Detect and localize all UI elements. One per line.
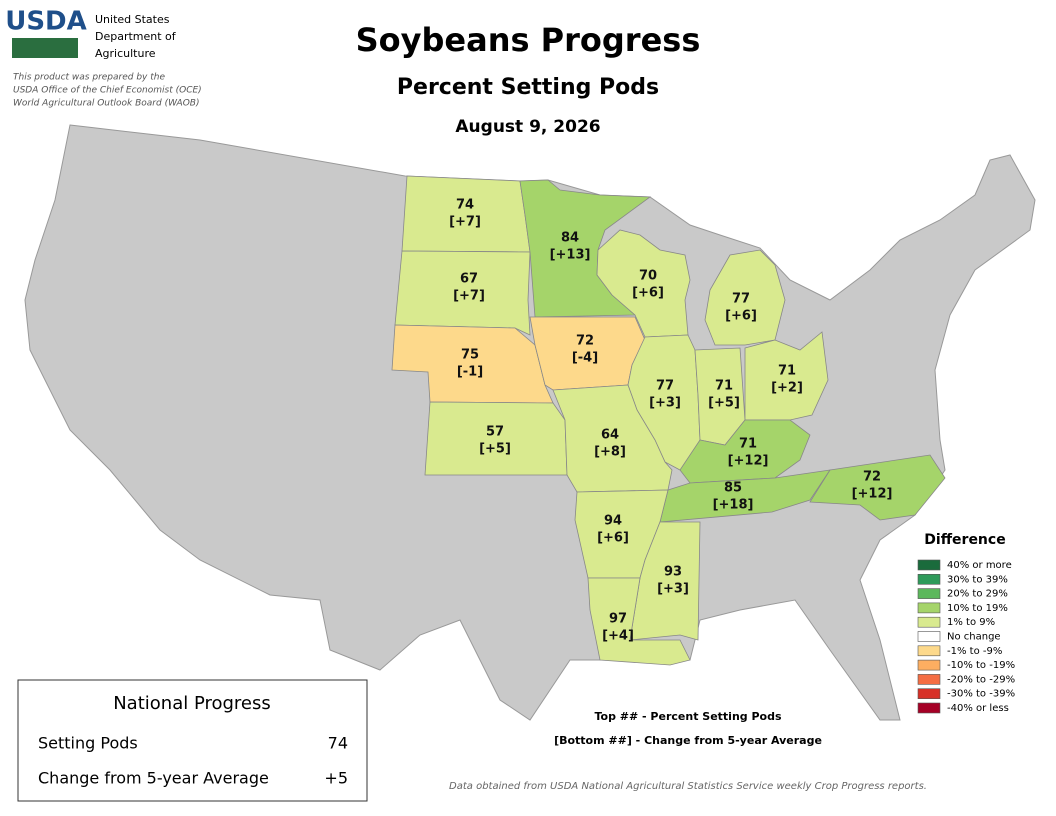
legend-swatch	[917, 573, 941, 585]
state-change: [-1]	[457, 365, 483, 380]
legend-label: -1% to -9%	[947, 646, 1002, 657]
legend-label: -40% or less	[947, 703, 1009, 714]
state-value: 72	[863, 470, 881, 485]
state	[659, 469, 831, 523]
state-value: 77	[732, 292, 750, 307]
legend-label: 20% to 29%	[947, 589, 1008, 600]
legend-label: -30% to -39%	[947, 689, 1015, 700]
legend-swatch	[917, 674, 941, 685]
legend-label: 30% to 39%	[947, 574, 1008, 585]
state-change: [+3]	[657, 582, 689, 597]
logo: USDA	[5, 7, 87, 37]
state-value: 67	[460, 272, 478, 287]
source: Data obtained from USDA National Agricul…	[449, 781, 927, 792]
state-value: 93	[664, 565, 682, 580]
state-change: [+2]	[771, 381, 803, 396]
agency: Department of	[95, 30, 177, 43]
state	[552, 384, 673, 493]
legend-label: No change	[947, 632, 1001, 643]
legend-swatch	[917, 588, 941, 599]
national-value: 74	[328, 734, 348, 753]
legend-label: 1% to 9%	[947, 617, 995, 628]
national-box	[17, 679, 368, 802]
state-change: [+6]	[632, 286, 664, 301]
national-value: +5	[324, 769, 348, 788]
state-value: 97	[609, 612, 627, 627]
state	[704, 249, 786, 346]
disclaimer: USDA Office of the Chief Economist (OCE)	[13, 86, 202, 96]
state-value: 57	[486, 425, 504, 440]
agency: Agriculture	[95, 47, 156, 60]
legend-swatch	[917, 645, 941, 657]
legend-swatch	[917, 702, 941, 714]
state-change: [+12]	[852, 487, 893, 502]
disclaimer: This product was prepared by the	[13, 73, 165, 83]
state-change: [+18]	[713, 498, 754, 513]
state	[809, 454, 946, 521]
subtitle: Percent Setting Pods	[397, 75, 659, 100]
state-change: [+6]	[597, 531, 629, 546]
state-value: 84	[561, 231, 579, 246]
national-label: Change from 5-year Average	[38, 769, 269, 788]
state-value: 94	[604, 514, 622, 529]
state	[596, 229, 691, 338]
state-change: [+3]	[649, 396, 681, 411]
state-value: 71	[715, 379, 733, 394]
state-value: 72	[576, 334, 594, 349]
national-title: National Progress	[113, 693, 271, 714]
state-change: [+7]	[453, 289, 485, 304]
date: August 9, 2026	[455, 117, 600, 137]
legend-label: 40% or more	[947, 560, 1012, 571]
state-change: [+12]	[728, 454, 769, 469]
agency: United States	[95, 13, 170, 26]
state-value: 74	[456, 198, 474, 213]
legend-label: -20% to -29%	[947, 674, 1015, 685]
legend-swatch	[917, 631, 941, 642]
state-change: [+4]	[602, 629, 634, 644]
legend-swatch	[917, 659, 941, 671]
state-value: 64	[601, 428, 619, 443]
legend-title: Difference	[924, 532, 1005, 548]
state-value: 71	[778, 364, 796, 379]
state	[679, 419, 811, 484]
state-value: 70	[639, 269, 657, 284]
note: [Bottom ##] - Change from 5-year Average	[554, 734, 822, 747]
state-value: 85	[724, 481, 742, 496]
legend-swatch	[917, 688, 941, 700]
legend-label: 10% to 19%	[947, 603, 1008, 614]
state-change: [+7]	[449, 215, 481, 230]
note: Top ## - Percent Setting Pods	[594, 710, 782, 723]
legend-swatch	[917, 616, 941, 628]
disclaimer: World Agricultural Outlook Board (WAOB)	[13, 99, 199, 109]
state-value: 71	[739, 437, 757, 452]
state-value: 75	[461, 348, 479, 363]
title: Soybeans Progress	[356, 21, 701, 59]
state	[629, 521, 701, 641]
state-change: [+5]	[479, 442, 511, 457]
logo-bar	[12, 38, 78, 58]
state	[587, 577, 691, 666]
legend-swatch	[917, 559, 941, 571]
legend-label: -10% to -19%	[947, 660, 1015, 671]
legend-swatch	[917, 602, 941, 614]
state-change: [+8]	[594, 445, 626, 460]
state-change: [+6]	[725, 309, 757, 324]
state-change: [+5]	[708, 396, 740, 411]
state-value: 77	[656, 379, 674, 394]
state-change: [+13]	[550, 248, 591, 263]
national-label: Setting Pods	[38, 734, 138, 753]
state-change: [-4]	[572, 351, 598, 366]
